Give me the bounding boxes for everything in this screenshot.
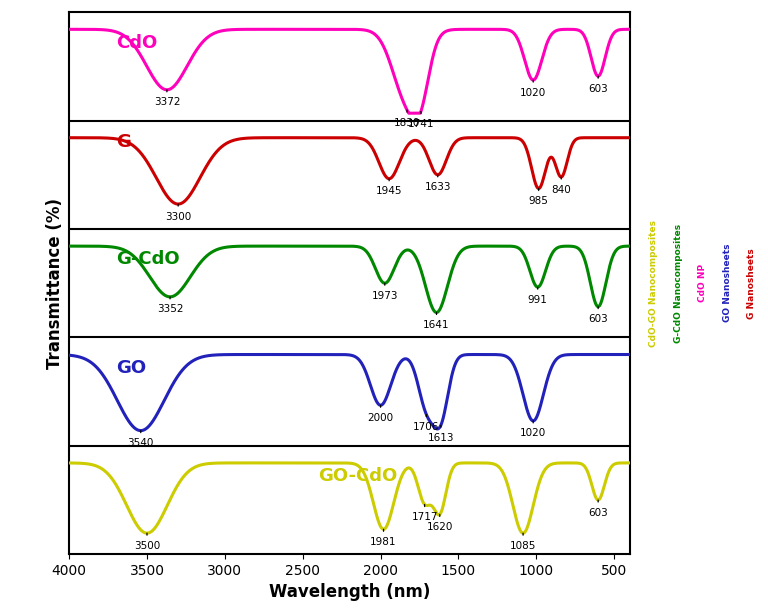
Text: CdO: CdO: [116, 33, 157, 52]
Text: 603: 603: [588, 306, 608, 324]
Text: CdO NP: CdO NP: [698, 264, 707, 302]
Text: 3372: 3372: [154, 90, 180, 107]
Text: 1020: 1020: [520, 421, 546, 438]
Text: 1620: 1620: [426, 515, 453, 532]
Text: 1633: 1633: [425, 175, 451, 192]
Text: GO: GO: [116, 359, 146, 377]
Text: 3500: 3500: [134, 533, 160, 551]
Text: 1830: 1830: [394, 110, 420, 128]
Text: G: G: [116, 133, 131, 151]
Text: 1973: 1973: [372, 283, 398, 301]
Text: 1020: 1020: [520, 80, 546, 97]
Text: G-CdO: G-CdO: [116, 250, 180, 269]
Text: 603: 603: [588, 500, 608, 518]
Text: 1981: 1981: [370, 529, 397, 547]
Text: 1717: 1717: [412, 504, 438, 522]
Text: 840: 840: [551, 177, 571, 195]
Text: 3540: 3540: [127, 431, 154, 448]
Text: 2000: 2000: [368, 405, 394, 423]
Text: 1945: 1945: [376, 178, 402, 196]
Text: GO Nanosheets: GO Nanosheets: [723, 244, 732, 322]
Text: 1741: 1741: [408, 111, 434, 129]
Text: 985: 985: [528, 188, 548, 206]
Text: GO-CdO: GO-CdO: [318, 467, 398, 485]
Y-axis label: Transmittance (%): Transmittance (%): [45, 198, 64, 368]
Text: 3352: 3352: [157, 297, 184, 314]
Text: CdO-GO Nanocomposites: CdO-GO Nanocomposites: [649, 220, 658, 347]
Text: 1613: 1613: [428, 425, 454, 443]
Text: G Nanosheets: G Nanosheets: [747, 248, 756, 319]
X-axis label: Wavelength (nm): Wavelength (nm): [269, 583, 430, 602]
Text: 1706: 1706: [413, 415, 439, 432]
Text: 1641: 1641: [423, 312, 450, 330]
Text: 3300: 3300: [165, 204, 191, 222]
Text: 1085: 1085: [510, 533, 536, 551]
Text: G-CdO Nanocomposites: G-CdO Nanocomposites: [674, 224, 683, 343]
Text: 603: 603: [588, 76, 608, 94]
Text: 991: 991: [528, 287, 548, 304]
